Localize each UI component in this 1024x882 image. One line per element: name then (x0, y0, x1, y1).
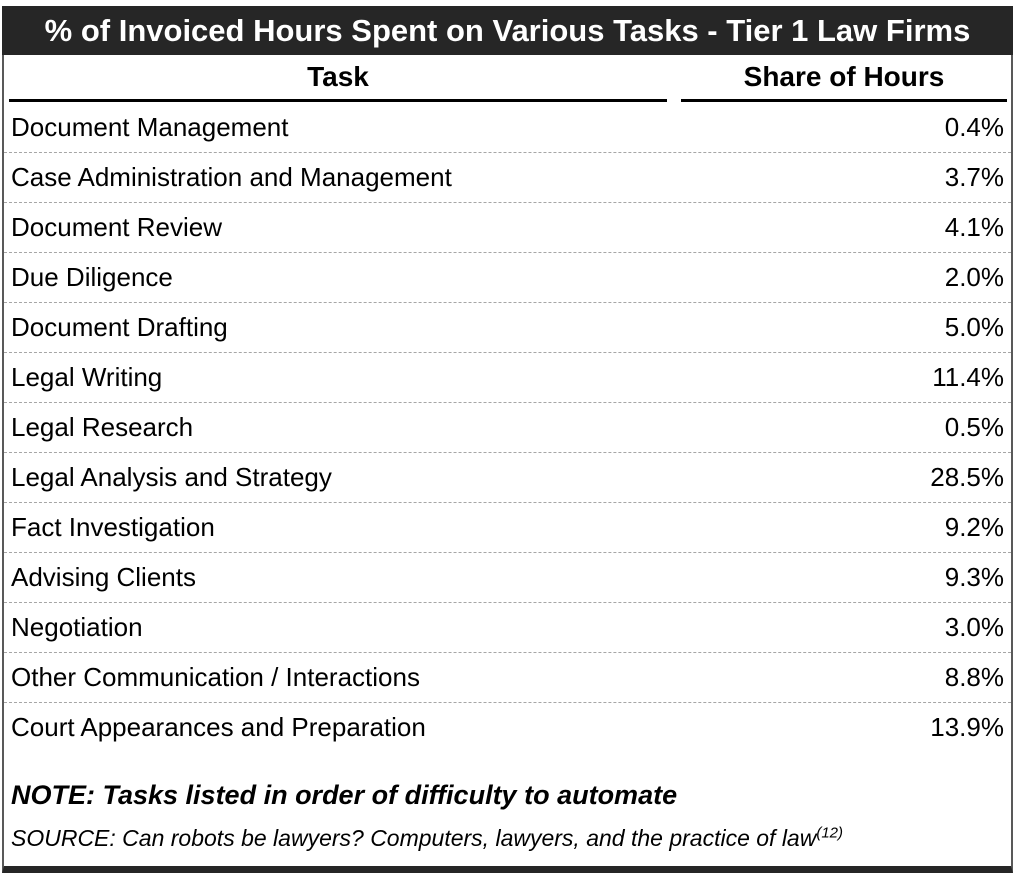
task-cell: Document Review (11, 212, 222, 242)
share-cell: 9.3% (944, 562, 1004, 592)
table-row: Legal Analysis and Strategy 28.5% (4, 452, 1011, 502)
task-cell: Legal Writing (11, 362, 163, 392)
task-cell: Court Appearances and Preparation (11, 712, 426, 742)
task-cell: Legal Analysis and Strategy (11, 462, 332, 492)
table-row: Advising Clients 9.3% (4, 552, 1011, 602)
task-cell: Negotiation (11, 612, 143, 642)
share-cell: 11.4% (932, 362, 1004, 392)
share-cell: 3.7% (944, 162, 1004, 192)
task-cell: Case Administration and Management (11, 162, 452, 192)
share-cell: 5.0% (944, 312, 1004, 342)
share-cell: 4.1% (944, 212, 1004, 242)
column-header-row: Task Share of Hours (4, 55, 1011, 102)
share-cell: 9.2% (944, 512, 1004, 542)
share-cell: 8.8% (944, 662, 1004, 692)
table-row: Legal Writing 11.4% (4, 352, 1011, 402)
table-row: Due Diligence 2.0% (4, 252, 1011, 302)
share-cell: 2.0% (944, 262, 1004, 292)
task-cell: Legal Research (11, 412, 194, 442)
table-row: Legal Research 0.5% (4, 402, 1011, 452)
table-row: Negotiation 3.0% (4, 602, 1011, 652)
source-citation: SOURCE: Can robots be lawyers? Computers… (11, 825, 817, 851)
column-header-task: Task (307, 61, 369, 92)
table-title: % of Invoiced Hours Spent on Various Tas… (2, 6, 1013, 55)
table-row: Document Management 0.4% (4, 102, 1011, 152)
source-line: SOURCE: Can robots be lawyers? Computers… (4, 812, 1011, 866)
table-rows: Document Management 0.4% Case Administra… (4, 102, 1011, 752)
table-row: Other Communication / Interactions 8.8% (4, 652, 1011, 702)
source-superscript: (12) (816, 824, 844, 842)
column-header-task-cell: Task (9, 55, 667, 102)
share-cell: 3.0% (944, 612, 1004, 642)
task-cell: Advising Clients (11, 562, 196, 592)
table-row: Court Appearances and Preparation 13.9% (4, 702, 1011, 752)
table-body: Task Share of Hours Document Management … (2, 55, 1013, 873)
table-row: Fact Investigation 9.2% (4, 502, 1011, 552)
note-text: NOTE: Tasks listed in order of difficult… (11, 780, 678, 810)
task-cell: Document Drafting (11, 312, 228, 342)
share-cell: 13.9% (930, 712, 1004, 742)
column-header-share-cell: Share of Hours (681, 55, 1007, 102)
table-row: Document Review 4.1% (4, 202, 1011, 252)
table-row: Document Drafting 5.0% (4, 302, 1011, 352)
share-cell: 0.4% (944, 111, 1004, 142)
column-header-gap (667, 55, 681, 102)
share-cell: 28.5% (930, 462, 1004, 492)
task-cell: Document Management (11, 111, 289, 142)
table-row: Case Administration and Management 3.7% (4, 152, 1011, 202)
task-cell: Due Diligence (11, 262, 173, 292)
task-cell: Fact Investigation (11, 512, 215, 542)
task-cell: Other Communication / Interactions (11, 662, 420, 692)
column-header-share: Share of Hours (743, 61, 945, 92)
share-cell: 0.5% (944, 412, 1004, 442)
